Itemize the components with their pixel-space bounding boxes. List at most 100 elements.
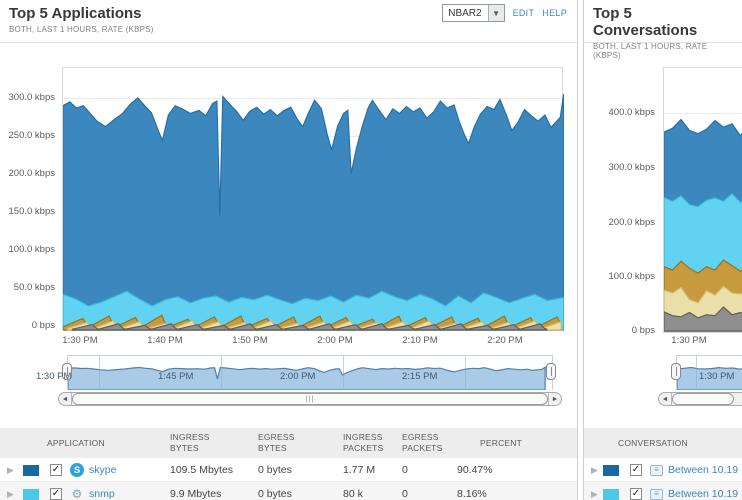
- applications-table: APPLICATION INGRESS BYTES EGRESS BYTES ING…: [0, 428, 577, 500]
- col-ingress-bytes: INGRESS BYTES: [170, 432, 210, 453]
- scrubber-time-label: 1:45 PM: [158, 371, 194, 382]
- x-axis-label: 2:00 PM: [317, 335, 353, 346]
- x-axis-label: 1:30 PM: [671, 335, 707, 346]
- row-checkbox[interactable]: ✓: [50, 464, 62, 476]
- y-axis-label: 400.0 kbps: [608, 107, 655, 118]
- conversations-chart: 400.0 kbps 300.0 kbps 200.0 kbps 100.0 kbps…: [584, 43, 742, 350]
- row-checkbox[interactable]: ✓: [50, 488, 62, 500]
- percent-value: 8.16%: [457, 488, 487, 500]
- y-axis-label: 250.0 kbps: [8, 130, 55, 141]
- x-axis-label: 1:30 PM: [62, 335, 98, 346]
- skype-icon: S: [70, 463, 84, 477]
- nbar2-select[interactable]: NBAR2 ▼: [442, 4, 505, 22]
- conversations-header: Top 5 Conversations BOTH, LAST 1 HOURS, …: [584, 0, 742, 60]
- applications-table-header: APPLICATION INGRESS BYTES EGRESS BYTES ING…: [0, 428, 577, 458]
- scrubber-left-handle[interactable]: [62, 363, 72, 380]
- gear-icon: ⚙: [71, 487, 83, 500]
- applications-header: Top 5 Applications BOTH, LAST 1 HOURS, R…: [0, 0, 577, 43]
- egress-bytes-value: 0 bytes: [258, 464, 292, 476]
- applications-time-scrubber: ◄ ||| ► 1:30 PM 1:45 PM 2:00 PM 2:15 PM: [0, 350, 577, 406]
- applications-chart: 300.0 kbps 250.0 kbps 200.0 kbps 150.0 kbps…: [0, 43, 577, 350]
- y-axis-label: 50.0 kbps: [13, 282, 55, 293]
- x-axis-label: 1:50 PM: [232, 335, 268, 346]
- conversation-link[interactable]: Between 10.19: [668, 464, 739, 476]
- panel-subtitle: BOTH, LAST 1 HOURS, RATE (KBPS): [593, 42, 708, 60]
- series-color-swatch: [23, 464, 39, 476]
- egress-bytes-value: 0 bytes: [258, 488, 292, 500]
- conversation-link[interactable]: Between 10.19: [668, 488, 739, 500]
- y-axis-label: 300.0 kbps: [8, 92, 55, 103]
- chevron-down-icon[interactable]: ▼: [487, 5, 504, 21]
- x-axis-label: 1:40 PM: [147, 335, 183, 346]
- panel-subtitle: BOTH, LAST 1 HOURS, RATE (KBPS): [9, 25, 154, 34]
- table-row-snmp[interactable]: ▶ ✓ ⚙ snmp 9.9 Mbytes 0 bytes 80 k 0 8.1…: [0, 482, 577, 500]
- conversations-plot-area: [663, 67, 742, 333]
- chart-scrollbar[interactable]: ◄ ||| ►: [58, 392, 562, 406]
- row-checkbox[interactable]: ✓: [630, 464, 642, 476]
- scrubber-time-label: 2:00 PM: [280, 371, 316, 382]
- expand-arrow-icon[interactable]: ▶: [591, 488, 598, 499]
- conversations-table-header: CONVERSATION: [584, 428, 742, 458]
- help-link[interactable]: HELP: [542, 8, 567, 18]
- expand-arrow-icon[interactable]: ▶: [7, 488, 14, 499]
- scrubber-time-label: 1:30 PM: [699, 371, 735, 382]
- ingress-packets-value: 1.77 M: [343, 464, 376, 476]
- scrubber-right-handle[interactable]: [546, 363, 556, 380]
- nbar2-select-value: NBAR2: [448, 7, 482, 19]
- panel-top5-applications: Top 5 Applications BOTH, LAST 1 HOURS, R…: [0, 0, 578, 500]
- applications-plot-area: [62, 67, 564, 331]
- scrollbar-right-arrow-icon[interactable]: ►: [548, 393, 561, 405]
- scrubber-minimap[interactable]: [676, 355, 742, 390]
- expand-arrow-icon[interactable]: ▶: [7, 464, 14, 475]
- egress-packets-value: 0: [402, 488, 408, 500]
- ingress-packets-value: 80 k: [343, 488, 363, 500]
- y-axis-label: 200.0 kbps: [608, 217, 655, 228]
- conversations-time-scrubber: ◄ 1:30 PM: [584, 350, 742, 406]
- edit-link[interactable]: EDIT: [512, 8, 535, 18]
- series-color-swatch: [23, 488, 39, 500]
- egress-packets-value: 0: [402, 464, 408, 476]
- application-link[interactable]: skype: [89, 464, 117, 476]
- series-color-swatch: [603, 488, 619, 500]
- x-axis-label: 2:10 PM: [402, 335, 438, 346]
- table-row-conversation-1[interactable]: ▶ ✓ ≡ Between 10.19: [584, 458, 742, 482]
- col-egress-bytes: EGRESS BYTES: [258, 432, 295, 453]
- conversations-area-chart-svg: [664, 118, 742, 332]
- scrollbar-left-arrow-icon[interactable]: ◄: [659, 393, 672, 405]
- expand-arrow-icon[interactable]: ▶: [591, 464, 598, 475]
- col-application: APPLICATION: [47, 437, 105, 448]
- scrubber-time-label: 2:15 PM: [402, 371, 438, 382]
- y-axis-label: 0 bps: [631, 325, 655, 336]
- page-title: Top 5 Conversations: [593, 5, 698, 39]
- x-axis-label: 2:20 PM: [487, 335, 523, 346]
- panel-top5-conversations: Top 5 Conversations BOTH, LAST 1 HOURS, …: [583, 0, 742, 500]
- applications-area-chart-svg: [63, 94, 564, 331]
- col-conversation: CONVERSATION: [618, 437, 688, 448]
- table-row-conversation-2[interactable]: ▶ ✓ ≡ Between 10.19: [584, 482, 742, 500]
- scrubber-left-handle[interactable]: [671, 363, 681, 380]
- row-checkbox[interactable]: ✓: [630, 488, 642, 500]
- col-ingress-packets: INGRESS PACKETS: [343, 432, 384, 453]
- conversations-table: CONVERSATION ▶ ✓ ≡ Between 10.19 ▶ ✓ ≡ B…: [584, 428, 742, 500]
- y-axis-label: 0 bps: [31, 320, 55, 331]
- scrollbar-grip-icon: |||: [305, 395, 315, 403]
- series-color-swatch: [603, 464, 619, 476]
- conversation-bubble-icon: ≡: [650, 488, 663, 500]
- application-link[interactable]: snmp: [89, 488, 115, 500]
- scrubber-minimap[interactable]: [67, 355, 553, 390]
- y-axis-label: 150.0 kbps: [8, 206, 55, 217]
- y-axis-label: 100.0 kbps: [608, 271, 655, 282]
- conversation-bubble-icon: ≡: [650, 464, 663, 476]
- scrollbar-thumb[interactable]: [672, 393, 734, 405]
- col-egress-packets: EGRESS PACKETS: [402, 432, 443, 453]
- ingress-bytes-value: 109.5 Mbytes: [170, 464, 234, 476]
- col-percent: PERCENT: [480, 437, 523, 448]
- scrollbar-thumb[interactable]: |||: [72, 393, 548, 405]
- y-axis-label: 200.0 kbps: [8, 168, 55, 179]
- ingress-bytes-value: 9.9 Mbytes: [170, 488, 222, 500]
- table-row-skype[interactable]: ▶ ✓ S skype 109.5 Mbytes 0 bytes 1.77 M …: [0, 458, 577, 482]
- scrollbar-left-arrow-icon[interactable]: ◄: [59, 393, 72, 405]
- page-title: Top 5 Applications: [9, 5, 142, 22]
- chart-scrollbar[interactable]: ◄: [658, 392, 742, 406]
